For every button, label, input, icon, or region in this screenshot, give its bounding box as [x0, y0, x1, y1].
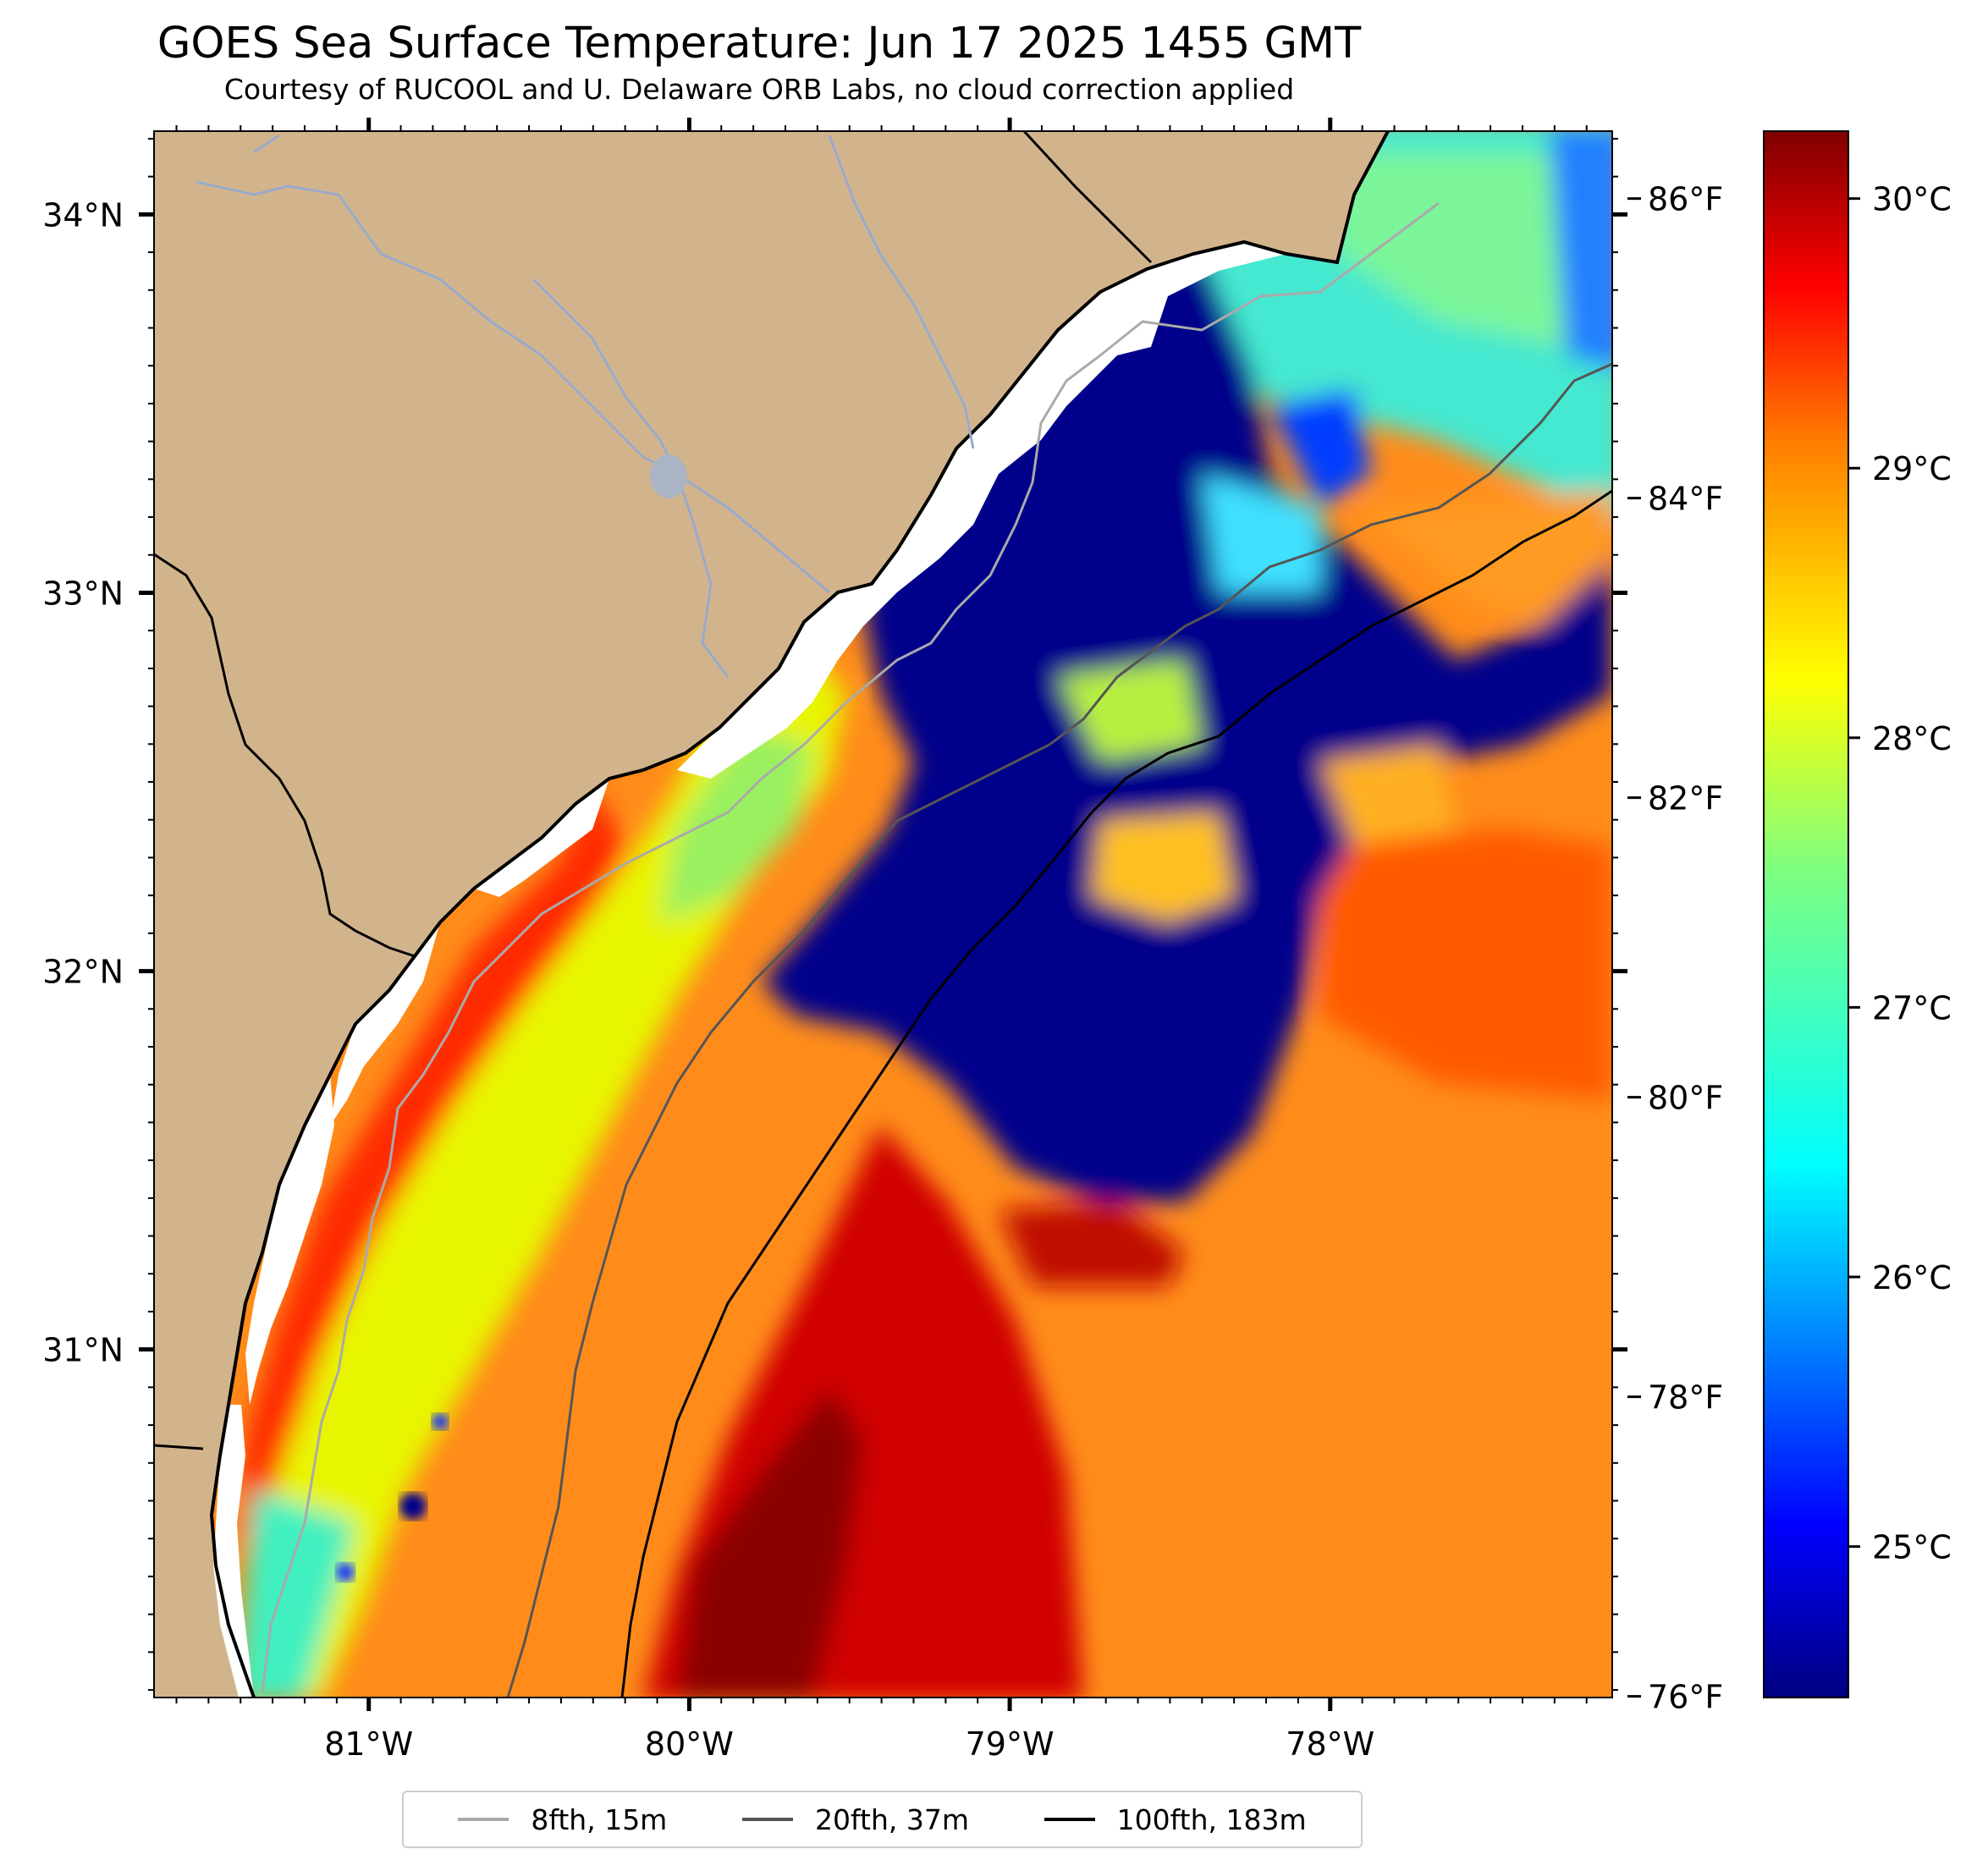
lat-tick-label: 33°N: [42, 575, 124, 612]
fahrenheit-tick-label: 84°F: [1648, 481, 1723, 518]
fahrenheit-tick-label: 82°F: [1648, 780, 1723, 817]
celsius-tick-label: 26°C: [1872, 1259, 1952, 1296]
legend-swatch-100fth: [1044, 1818, 1095, 1821]
latitude-axis: 31°N 32°N 33°N 34°N: [42, 137, 1627, 1692]
fahrenheit-tick-label: 86°F: [1648, 181, 1723, 218]
lon-tick-label: 80°W: [645, 1725, 734, 1763]
land-area: [154, 131, 1390, 1698]
legend-item-100fth: 100fth, 183m: [1044, 1803, 1307, 1836]
legend-swatch-8fth: [458, 1818, 509, 1821]
map-subtitle: Courtesy of RUCOOL and U. Delaware ORB L…: [223, 73, 1295, 106]
fahrenheit-tick-label: 76°F: [1648, 1679, 1723, 1716]
lon-tick-label: 79°W: [966, 1725, 1055, 1763]
contour-100fth: [620, 489, 1612, 1698]
legend-label-20fth: 20fth, 37m: [815, 1802, 969, 1836]
colorbar: [1763, 130, 1849, 1698]
fahrenheit-tick-label: 80°F: [1648, 1080, 1723, 1117]
celsius-tick-label: 28°C: [1872, 720, 1952, 757]
lon-tick-label: 78°W: [1286, 1725, 1374, 1763]
lon-tick-label: 81°W: [324, 1725, 413, 1763]
map-title: GOES Sea Surface Temperature: Jun 17 202…: [157, 19, 1362, 69]
legend-swatch-20fth: [742, 1818, 793, 1821]
celsius-tick-label: 30°C: [1872, 181, 1952, 218]
contour-legend: 8fth, 15m 20fth, 37m 100fth, 183m: [402, 1791, 1363, 1848]
colorbar-celsius-axis: 25°C 26°C 27°C 28°C 29°C 30°C: [1848, 181, 1952, 1566]
fahrenheit-tick-label: 78°F: [1648, 1379, 1723, 1417]
legend-label-8fth: 8fth, 15m: [531, 1802, 668, 1836]
lat-tick-label: 34°N: [42, 196, 124, 234]
bathymetry-contours: [261, 201, 1612, 1698]
celsius-tick-label: 27°C: [1872, 989, 1952, 1026]
longitude-axis: 81°W 80°W 79°W 78°W: [175, 118, 1588, 1763]
legend-item-8fth: 8fth, 15m: [458, 1803, 667, 1836]
contour-8fth: [261, 201, 1440, 1693]
celsius-tick-label: 29°C: [1872, 450, 1952, 487]
celsius-tick-label: 25°C: [1872, 1529, 1952, 1566]
lat-tick-label: 31°N: [42, 1332, 124, 1369]
fahrenheit-axis: 76°F 78°F 80°F 82°F 84°F 86°F: [1627, 181, 1723, 1716]
legend-item-20fth: 20fth, 37m: [742, 1803, 969, 1836]
lat-tick-label: 32°N: [42, 954, 124, 991]
contour-20fth: [506, 362, 1612, 1698]
legend-label-100fth: 100fth, 183m: [1116, 1802, 1307, 1836]
